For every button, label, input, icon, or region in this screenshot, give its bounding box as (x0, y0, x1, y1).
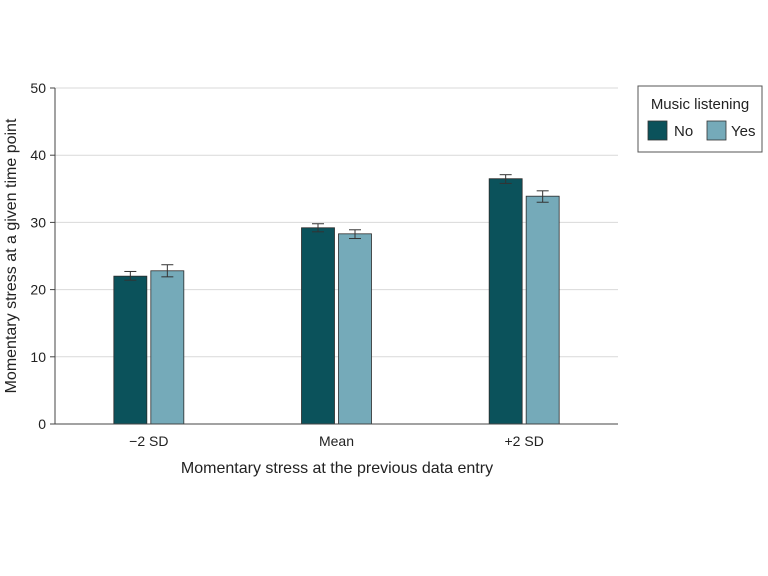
bar-yes-0 (150, 270, 185, 425)
y-tick-label: 50 (30, 80, 46, 96)
legend-title: Music listening (651, 96, 749, 113)
y-tick-labels: 0 10 20 30 40 50 (30, 80, 55, 432)
y-tick-label: 0 (38, 416, 46, 432)
x-tick-label: Mean (319, 433, 354, 449)
bar-yes-1 (338, 233, 372, 425)
legend-swatch-yes (706, 120, 727, 141)
x-tick-label: +2 SD (505, 433, 544, 449)
legend-box (637, 85, 763, 153)
bar-no-0 (113, 275, 148, 425)
y-tick-label: 20 (30, 282, 46, 298)
y-tick-label: 10 (30, 349, 46, 365)
y-tick-label: 40 (30, 147, 46, 163)
y-axis-title: Momentary stress at a given time point (3, 118, 20, 393)
legend-label-no: No (674, 123, 693, 140)
y-tick-label: 30 (30, 214, 46, 230)
bars (113, 178, 560, 425)
bar-no-1 (301, 227, 335, 425)
bar-yes-2 (525, 195, 560, 425)
legend: Music listening No Yes (637, 85, 763, 153)
grid-lines (55, 87, 618, 358)
legend-label-yes: Yes (731, 123, 755, 140)
legend-swatch-no (647, 120, 668, 141)
x-tick-label: −2 SD (129, 433, 168, 449)
x-axis-title: Momentary stress at the previous data en… (181, 460, 493, 477)
axes (54, 88, 618, 425)
error-bars (124, 174, 549, 281)
bar-no-2 (488, 178, 523, 425)
x-tick-labels: −2 SD Mean +2 SD (129, 433, 544, 449)
